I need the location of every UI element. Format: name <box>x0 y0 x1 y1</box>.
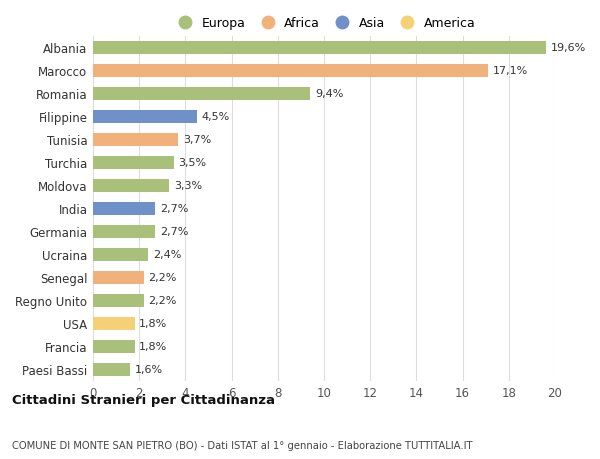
Text: 2,7%: 2,7% <box>160 204 188 214</box>
Bar <box>93 65 488 78</box>
Bar <box>93 340 134 353</box>
Text: 1,8%: 1,8% <box>139 341 167 352</box>
Text: 2,2%: 2,2% <box>148 296 177 306</box>
Bar <box>93 134 178 146</box>
Text: 19,6%: 19,6% <box>550 43 586 53</box>
Bar <box>93 363 130 376</box>
Text: 9,4%: 9,4% <box>315 89 343 99</box>
Bar <box>93 294 144 307</box>
Text: COMUNE DI MONTE SAN PIETRO (BO) - Dati ISTAT al 1° gennaio - Elaborazione TUTTIT: COMUNE DI MONTE SAN PIETRO (BO) - Dati I… <box>12 440 473 450</box>
Bar <box>93 157 174 169</box>
Text: 3,7%: 3,7% <box>183 135 211 145</box>
Bar <box>93 248 148 261</box>
Bar <box>93 42 546 55</box>
Text: 2,4%: 2,4% <box>153 250 181 260</box>
Text: 17,1%: 17,1% <box>493 66 528 76</box>
Legend: Europa, Africa, Asia, America: Europa, Africa, Asia, America <box>169 14 479 34</box>
Text: 2,7%: 2,7% <box>160 227 188 237</box>
Bar <box>93 88 310 101</box>
Text: 1,8%: 1,8% <box>139 319 167 329</box>
Bar <box>93 111 197 123</box>
Bar <box>93 179 169 192</box>
Text: Cittadini Stranieri per Cittadinanza: Cittadini Stranieri per Cittadinanza <box>12 393 275 406</box>
Bar <box>93 225 155 238</box>
Text: 3,5%: 3,5% <box>178 158 206 168</box>
Text: 2,2%: 2,2% <box>148 273 177 283</box>
Text: 4,5%: 4,5% <box>202 112 230 122</box>
Bar <box>93 202 155 215</box>
Bar <box>93 317 134 330</box>
Text: 3,3%: 3,3% <box>174 181 202 191</box>
Bar <box>93 271 144 284</box>
Text: 1,6%: 1,6% <box>134 364 163 375</box>
